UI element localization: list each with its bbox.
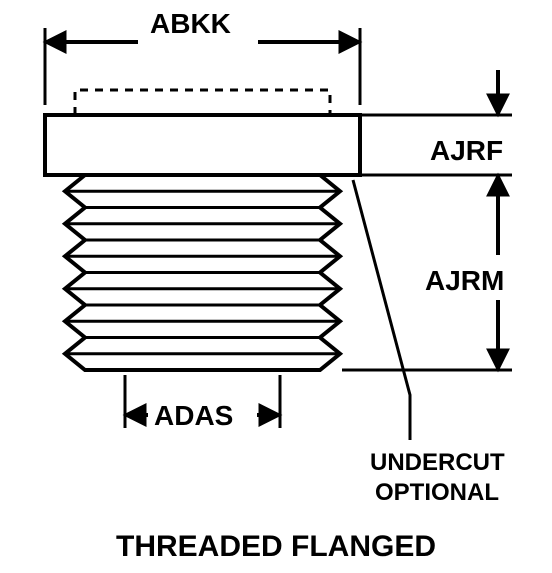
dimension-right-upper <box>362 70 512 115</box>
label-adas: ADAS <box>154 400 233 431</box>
note-undercut-line1: UNDERCUT <box>370 449 505 476</box>
label-abkk: ABKK <box>150 8 231 39</box>
note-undercut-line2: OPTIONAL <box>375 479 499 506</box>
threaded-flanged-diagram: ABKK AJRF AJRM ADAS UNDERCUT OPTIONAL <box>0 0 552 573</box>
figure-caption: THREADED FLANGED <box>0 530 552 564</box>
label-ajrm: AJRM <box>425 265 504 296</box>
undercut-leader <box>353 180 410 440</box>
label-ajrf: AJRF <box>430 135 503 166</box>
dashed-inset <box>75 90 330 115</box>
dimension-top <box>45 28 360 105</box>
thread-body <box>65 175 340 370</box>
flange-rect <box>45 115 360 175</box>
